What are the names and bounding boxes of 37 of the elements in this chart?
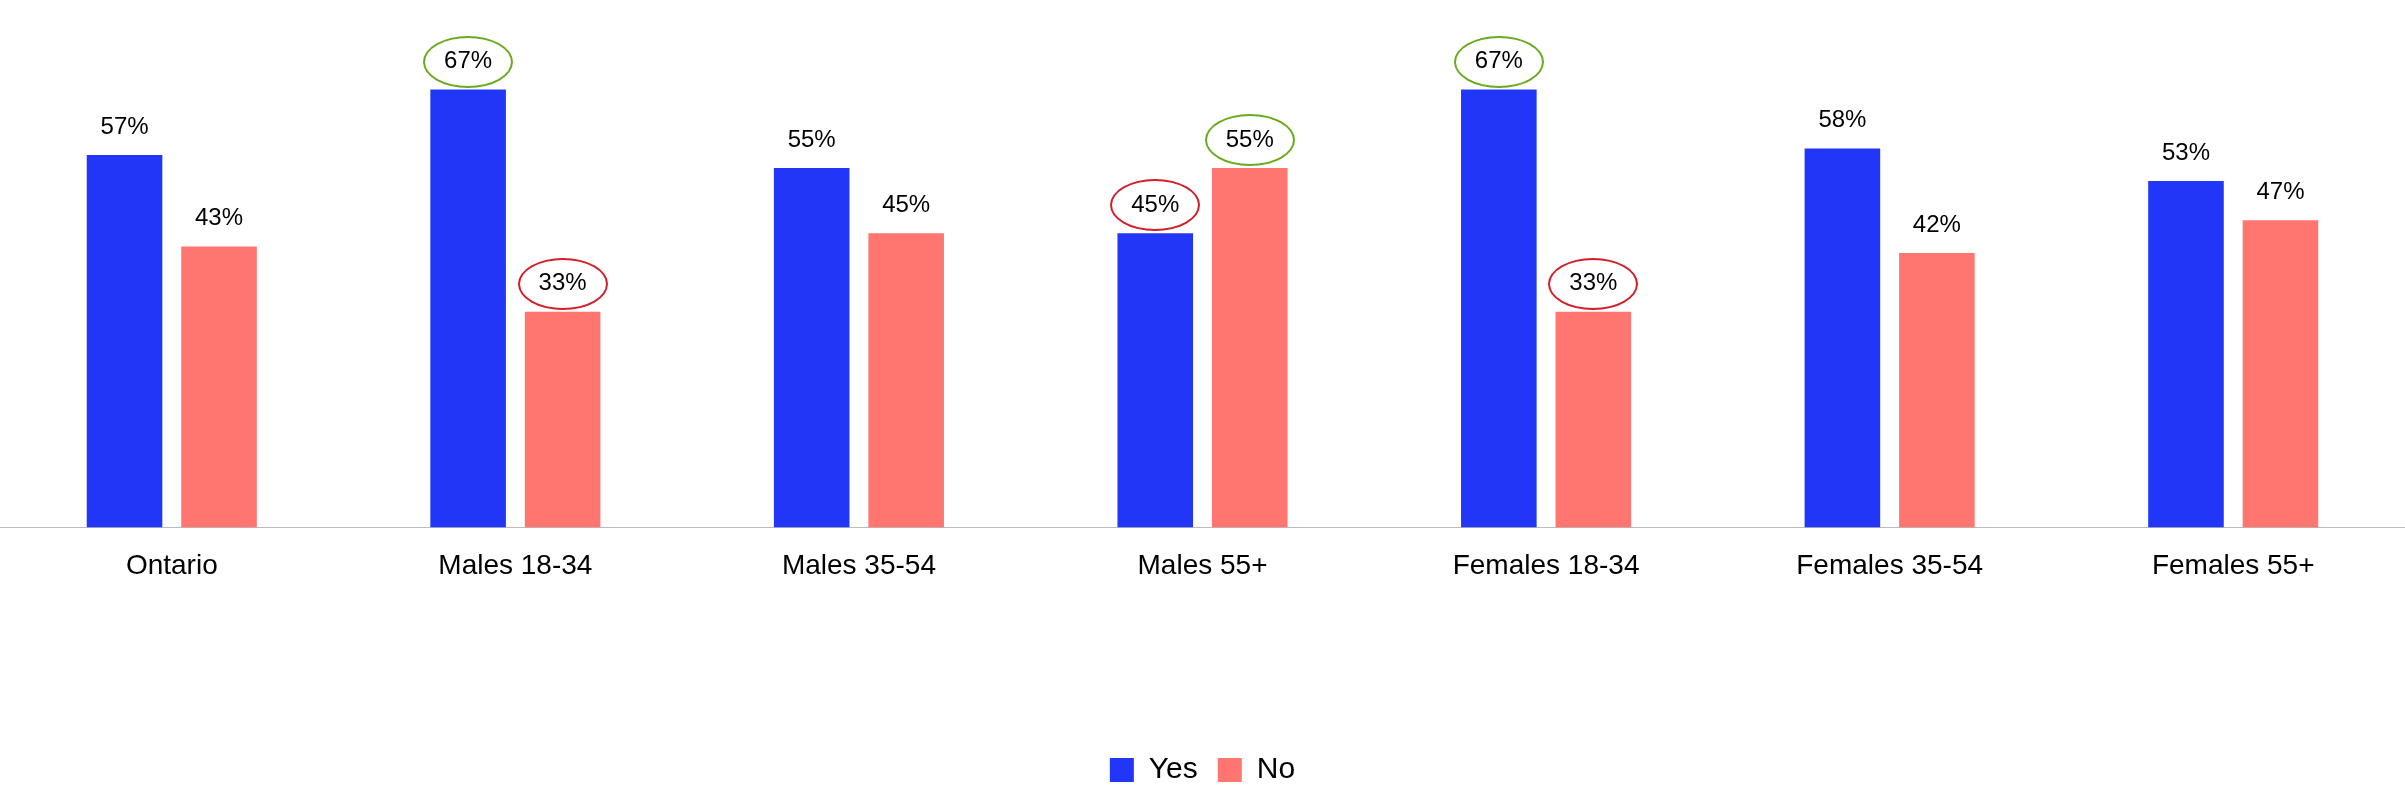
data-label: 58% [1818, 105, 1867, 133]
legend-label: Yes [1148, 751, 1198, 785]
bar [1117, 233, 1194, 528]
data-label: 42% [1912, 209, 1961, 237]
bar [1555, 311, 1632, 528]
data-label: 57% [100, 111, 149, 139]
x-tick-label: Males 35-54 [781, 548, 936, 580]
legend-label: No [1256, 751, 1296, 785]
x-tick-label: Females 18-34 [1452, 548, 1640, 580]
data-label: 45% [1131, 189, 1180, 217]
bar [524, 311, 601, 528]
bar [2242, 220, 2319, 528]
bar [86, 154, 163, 528]
data-label: 45% [882, 189, 931, 217]
bar [1461, 89, 1537, 528]
bar [868, 233, 944, 528]
bar [2148, 181, 2224, 528]
x-tick-label: Ontario [125, 548, 218, 580]
x-tick-label: Males 18-34 [438, 548, 593, 580]
x-tick-label: Males 55+ [1137, 548, 1268, 580]
data-label: 43% [195, 203, 244, 231]
data-label: 67% [1474, 46, 1523, 74]
data-label: 47% [2256, 176, 2305, 204]
data-label: 33% [1569, 268, 1618, 296]
bar [430, 89, 506, 528]
bar [1899, 252, 1975, 528]
x-tick-label: Females 35-54 [1796, 548, 1984, 580]
bar [181, 246, 257, 528]
data-label: 53% [2161, 137, 2210, 165]
bar [1804, 148, 1881, 528]
data-label: 67% [444, 46, 493, 74]
data-label: 55% [1225, 124, 1274, 152]
bar [773, 168, 850, 528]
data-label: 33% [538, 268, 587, 296]
data-label: 55% [787, 124, 836, 152]
bar [1211, 168, 1288, 528]
x-tick-label: Females 55+ [2151, 548, 2315, 580]
